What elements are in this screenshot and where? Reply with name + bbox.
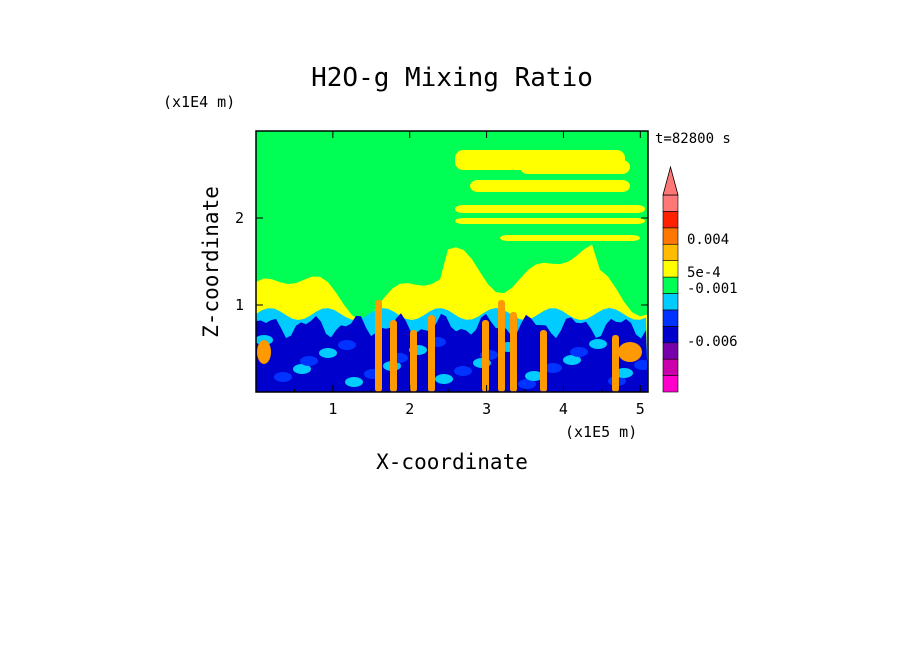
plume — [618, 342, 642, 362]
colorbar: 0.004 5e-4-0.001 -0.006 — [662, 165, 738, 393]
bl-blob — [589, 339, 607, 349]
colorbar-swatch — [662, 227, 679, 245]
colorbar-label: -0.001 — [687, 281, 738, 297]
moist-streak — [470, 180, 630, 192]
bl-blob — [634, 360, 648, 370]
moist-streak — [455, 218, 645, 224]
bl-blob — [274, 372, 292, 382]
plume — [428, 315, 435, 392]
x-tick-label: 4 — [559, 400, 568, 418]
plume — [612, 335, 619, 392]
plume — [510, 312, 517, 392]
colorbar-swatch — [662, 375, 679, 393]
bl-blob — [563, 355, 581, 365]
plume — [498, 300, 505, 392]
x-tick-label: 2 — [405, 400, 414, 418]
colorbar-arrow — [662, 165, 679, 196]
y-tick-label: 1 — [235, 296, 244, 314]
colorbar-label: 5e-4 — [687, 265, 721, 281]
bl-blob — [454, 366, 472, 376]
y-axis-unit: (x1E4 m) — [163, 93, 235, 111]
moist-streak — [500, 235, 640, 241]
bl-blob — [319, 348, 337, 358]
colorbar-swatch — [662, 211, 679, 229]
y-axis-label: Z-coordinate — [199, 186, 223, 338]
y-tick-label: 2 — [235, 209, 244, 227]
bl-blob — [435, 374, 453, 384]
plume — [410, 330, 417, 392]
colorbar-swatch — [662, 342, 679, 360]
x-axis-label: X-coordinate — [376, 450, 528, 474]
colorbar-label: 0.004 — [687, 232, 729, 248]
colorbar-swatch — [662, 276, 679, 294]
plot-axes: 1 2 3 4 5 1 2 — [235, 130, 649, 418]
plume — [482, 320, 489, 392]
bl-blob — [570, 347, 588, 357]
bl-blob — [544, 363, 562, 373]
bl-blob — [338, 340, 356, 350]
plume — [375, 300, 382, 392]
plume — [540, 330, 547, 392]
bl-blob — [615, 368, 633, 378]
colorbar-swatch — [662, 293, 679, 311]
x-axis-unit: (x1E5 m) — [565, 423, 637, 441]
colorbar-swatch — [662, 194, 679, 212]
bl-blob — [300, 356, 318, 366]
colorbar-swatch — [662, 309, 679, 327]
contour-plot — [256, 131, 648, 392]
colorbar-label: -0.006 — [687, 334, 738, 350]
plume — [390, 320, 397, 392]
bl-blob — [345, 377, 363, 387]
time-label: t=82800 s — [655, 131, 731, 147]
plot-frame — [255, 130, 649, 393]
plume — [257, 340, 271, 364]
colorbar-swatch — [662, 358, 679, 376]
colorbar-swatch — [662, 260, 679, 278]
x-tick-label: 1 — [328, 400, 337, 418]
chart-title: H2O-g Mixing Ratio — [311, 63, 593, 93]
x-tick-label: 5 — [636, 400, 645, 418]
bl-blob — [518, 379, 536, 389]
bl-blob — [293, 364, 311, 374]
moist-streak — [520, 160, 630, 174]
colorbar-swatch — [662, 326, 679, 344]
colorbar-swatch — [662, 243, 679, 261]
x-tick-label: 3 — [482, 400, 491, 418]
bl-blob — [525, 371, 543, 381]
moist-streak — [455, 205, 645, 213]
